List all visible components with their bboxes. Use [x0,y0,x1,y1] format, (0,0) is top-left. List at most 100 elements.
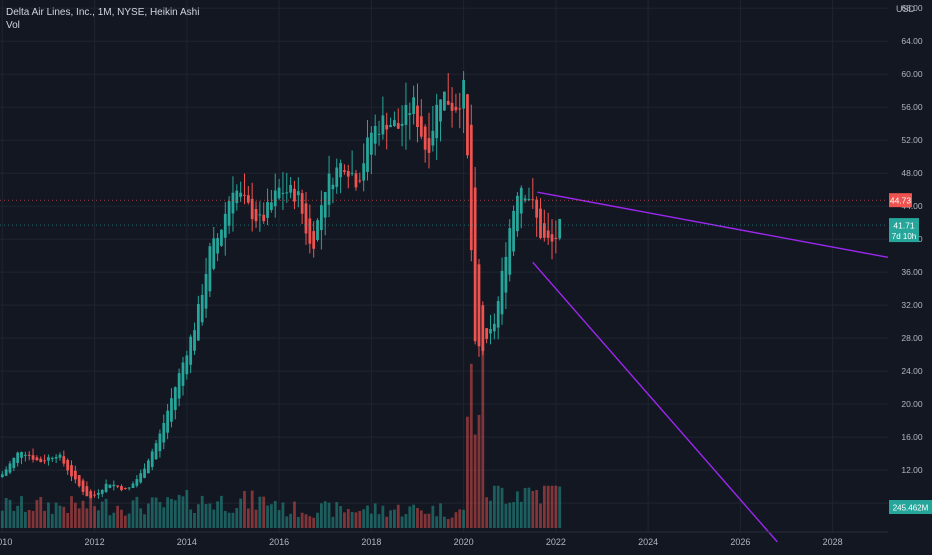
volume-label: Vol [6,20,20,31]
candle-body [58,454,62,458]
candle-body [354,173,358,188]
volume-bar [542,485,546,528]
candle-body [485,328,489,339]
candle-body [4,469,8,476]
volume-bar [89,495,93,528]
volume-bar [492,485,496,528]
trendline[interactable] [537,191,889,259]
volume-bar [108,515,112,528]
candle-body [554,237,558,239]
candle-body [539,208,542,238]
volume-bar [181,496,185,528]
candle-body [97,492,100,495]
price-tick-label: 36.00 [901,267,923,277]
volume-bar [489,500,492,528]
volume-bar [93,506,96,528]
volume-bar [166,497,169,528]
volume-bar [516,491,519,528]
ha-close-tag [889,193,912,208]
candle-body [154,443,158,460]
candle-body [27,454,31,456]
price-tick-label: 56.00 [901,102,923,112]
candle-body [423,126,427,150]
candle-body [373,125,377,144]
candle-body [50,458,54,460]
candle-body [404,104,408,125]
candle-body [469,124,473,251]
price-tick-label: 64.00 [901,36,923,46]
volume-bar [73,502,77,528]
candle-body [489,329,492,334]
volume-bar [127,513,131,528]
volume-bar [266,505,269,528]
volume-bar [97,510,100,528]
volume-bar [446,518,450,528]
volume-bar [404,514,408,528]
volume-bar [35,500,39,528]
volume-bar [285,516,289,528]
price-tick-label: 68.00 [901,3,923,13]
candle-body [477,264,481,347]
volume-bar [558,486,562,528]
volume-bar [58,505,62,528]
trendline[interactable] [532,261,778,543]
volume-bar [381,505,385,528]
time-axis[interactable]: 2010 2012 2014 2016 2018 2020 2022 2024 2026 2028 [0,531,888,547]
volume-bar [354,512,358,528]
candle-body [446,101,450,105]
volume-bar [100,501,104,528]
volume-bar [0,510,4,528]
candle-body [239,192,243,197]
candle-body [546,230,550,238]
volume-bar [185,489,189,528]
volume-bar [77,508,81,528]
volume-bar [531,490,535,528]
candle-body [381,115,385,135]
candle-body [508,228,512,275]
candle-body [212,238,216,269]
countdown-label: 7d 10h [892,232,916,241]
candle-body [39,458,43,463]
price-axis[interactable]: USD 8.0012.0016.0020.0024.0028.0032.0036… [888,0,932,532]
candle-body [116,485,120,487]
candle-body [308,218,312,244]
volume-bar [50,513,54,528]
candle-body [281,192,285,194]
volume-bar [466,416,469,528]
candle-body [89,491,93,499]
candle-body [243,194,246,196]
volume-bar [519,501,523,528]
candle-body [327,173,331,205]
volume-bar [500,487,504,528]
candle-body [196,304,200,341]
volume-bar [546,485,550,528]
volume-bar [496,485,500,528]
candle-body [273,190,277,207]
volume-bar [223,510,227,528]
trendlines[interactable] [532,191,889,543]
price-tick-label: 48.00 [901,168,923,178]
candle-body [550,234,554,242]
candle-body [231,192,235,214]
volume-bar [458,509,462,528]
time-tick-label: 2020 [454,537,474,547]
candle-body [289,184,293,193]
candle-body [296,191,300,196]
candle-body [339,163,342,178]
candle-body [66,459,70,471]
candle-body [254,209,258,222]
volume-bar [231,512,235,528]
candle-body [81,480,85,492]
volume-bar [293,501,296,528]
candle-body [535,199,539,218]
volume-bar [512,502,515,528]
volume-bar [131,500,135,528]
candle-body [516,195,519,232]
price-tick-label: 32.00 [901,300,923,310]
candle-body [223,213,227,238]
volume-bar [16,505,20,528]
candle-body [158,433,162,452]
volume-bar [12,510,16,528]
